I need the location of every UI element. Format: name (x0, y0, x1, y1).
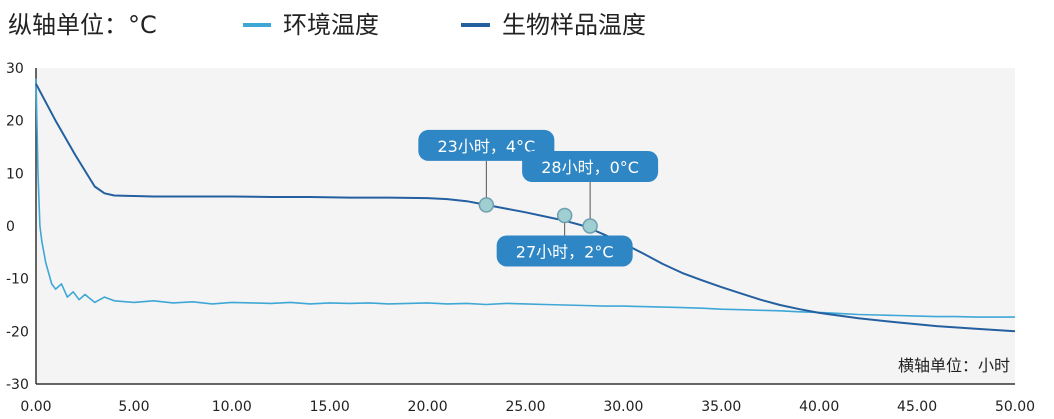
annotation-callout (522, 151, 659, 182)
y-axis-unit-label: 纵轴单位：°C (8, 11, 157, 39)
x-tick-labels: 0.00 5.00 10.00 15.00 20.00 25.00 30.00 35.00 40… (20, 399, 1035, 415)
x-tick-label: 15.00 (310, 399, 350, 415)
annotation-label: 27小时，2°C (516, 242, 614, 261)
y-tick-labels: 30 20 10 0 -10 -20 -30 (6, 61, 29, 393)
y-tick-label: 20 (6, 114, 24, 130)
annotation-label: 28小时，0°C (541, 158, 639, 177)
y-tick-label: -30 (6, 377, 29, 393)
y-tick-label: 10 (6, 166, 24, 182)
plot-area (36, 68, 1015, 384)
x-tick-label: 0.00 (20, 399, 51, 415)
x-tick-label: 5.00 (118, 399, 149, 415)
x-tick-label: 35.00 (701, 399, 741, 415)
x-tick-label: 45.00 (897, 399, 937, 415)
legend-sample: 生物样品温度 (461, 11, 646, 39)
legend-environment-label: 环境温度 (283, 11, 379, 39)
x-tick-label: 10.00 (212, 399, 252, 415)
x-tick-label: 50.00 (995, 399, 1035, 415)
annotation-point (478, 197, 495, 213)
y-tick-label: -10 (6, 272, 29, 288)
legend-environment: 环境温度 (243, 11, 379, 39)
x-tick-label: 25.00 (505, 399, 545, 415)
x-tick-label: 30.00 (603, 399, 643, 415)
annotation-point (582, 218, 598, 234)
x-tick-label: 40.00 (799, 399, 839, 415)
annotation-callout (496, 235, 633, 267)
annotation-layer: 23小时，4°C 27小时，2°C 28小时，0°C (418, 129, 659, 267)
series-layer (35, 78, 1016, 333)
annotation-point (556, 207, 573, 224)
y-tick-label: -20 (6, 324, 29, 340)
x-tick-label: 20.00 (408, 399, 448, 415)
x-axis-unit-label: 横轴单位：小时 (898, 356, 1010, 375)
y-tick-label: 30 (6, 61, 24, 77)
y-tick-label: 0 (6, 219, 15, 235)
annotation-callout (418, 129, 555, 161)
annotation-label: 23小时，4°C (437, 137, 535, 156)
series-line-sample (35, 83, 1016, 333)
legend-sample-label: 生物样品温度 (502, 11, 646, 39)
